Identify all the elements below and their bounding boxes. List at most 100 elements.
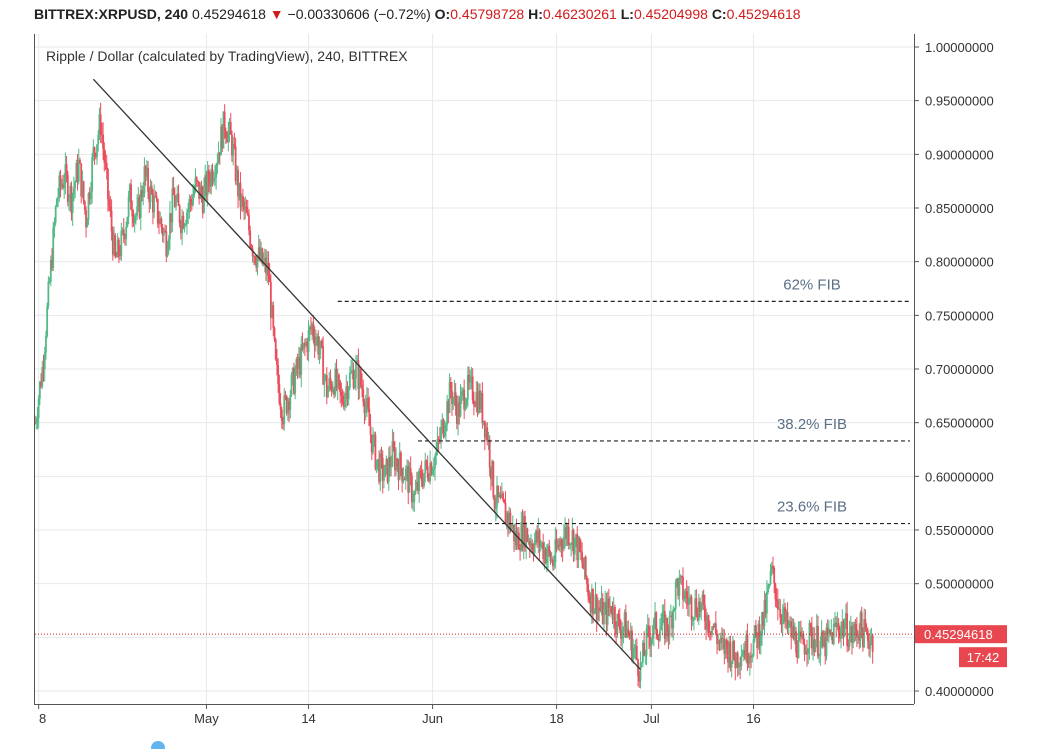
- candle-body[interactable]: [79, 159, 81, 164]
- candle-body[interactable]: [376, 459, 379, 461]
- candle-body[interactable]: [306, 341, 309, 352]
- candle-body[interactable]: [288, 400, 290, 411]
- candle-body[interactable]: [579, 550, 582, 553]
- candle-body[interactable]: [69, 186, 72, 200]
- candle-body[interactable]: [770, 565, 773, 571]
- candle-body[interactable]: [593, 609, 596, 614]
- candle-body[interactable]: [565, 527, 568, 540]
- candle-body[interactable]: [463, 389, 466, 410]
- candle-body[interactable]: [237, 169, 239, 197]
- candle-body[interactable]: [267, 262, 270, 276]
- candle-body[interactable]: [130, 184, 132, 210]
- candle-body[interactable]: [552, 559, 554, 567]
- candle-body[interactable]: [703, 605, 706, 622]
- candle-body[interactable]: [311, 323, 314, 330]
- tradingview-logo-icon[interactable]: [151, 741, 165, 754]
- candle-body[interactable]: [389, 456, 391, 467]
- candle-body[interactable]: [166, 249, 169, 257]
- candle-body[interactable]: [238, 182, 241, 197]
- candle-body[interactable]: [116, 239, 119, 258]
- candle-body[interactable]: [517, 532, 520, 550]
- candle-body[interactable]: [542, 542, 545, 560]
- candle-body[interactable]: [75, 163, 78, 183]
- candle-body[interactable]: [712, 626, 715, 628]
- candle-body[interactable]: [92, 147, 95, 158]
- candle-body[interactable]: [115, 255, 118, 258]
- candle-body[interactable]: [674, 581, 677, 609]
- candle-body[interactable]: [651, 634, 654, 639]
- candle-body[interactable]: [279, 403, 282, 410]
- candle-body[interactable]: [88, 193, 91, 200]
- candle-body[interactable]: [361, 384, 363, 390]
- candle-body[interactable]: [266, 262, 269, 274]
- candle-body[interactable]: [632, 648, 635, 660]
- candle-body[interactable]: [119, 254, 122, 256]
- candle-body[interactable]: [391, 441, 394, 467]
- candle-body[interactable]: [801, 633, 804, 638]
- candle-body[interactable]: [809, 623, 812, 628]
- candle-body[interactable]: [583, 557, 586, 570]
- candle-body[interactable]: [228, 121, 231, 131]
- candle-body[interactable]: [453, 392, 456, 399]
- candle-body[interactable]: [335, 368, 338, 388]
- candle-body[interactable]: [282, 420, 284, 425]
- candle-body[interactable]: [152, 193, 154, 213]
- candle-body[interactable]: [733, 640, 735, 659]
- candle-body[interactable]: [296, 359, 299, 369]
- candle-body[interactable]: [305, 341, 308, 345]
- candle-body[interactable]: [158, 223, 160, 225]
- candle-body[interactable]: [527, 541, 530, 543]
- candle-body[interactable]: [543, 548, 546, 560]
- candle-body[interactable]: [86, 219, 89, 228]
- candle-body[interactable]: [595, 594, 598, 620]
- candle-body[interactable]: [408, 467, 411, 493]
- candle-body[interactable]: [403, 479, 406, 481]
- candle-body[interactable]: [871, 635, 874, 652]
- candle-body[interactable]: [614, 607, 616, 628]
- candle-body[interactable]: [803, 644, 806, 655]
- candle-body[interactable]: [409, 467, 412, 476]
- candle-body[interactable]: [819, 640, 822, 656]
- candle-body[interactable]: [573, 537, 576, 555]
- candle-body[interactable]: [679, 576, 682, 578]
- candle-body[interactable]: [255, 263, 258, 268]
- candle-body[interactable]: [795, 631, 797, 653]
- candle-body[interactable]: [346, 386, 349, 400]
- candle-body[interactable]: [684, 591, 687, 599]
- candle-body[interactable]: [603, 609, 605, 624]
- candle-body[interactable]: [128, 184, 131, 197]
- candle-body[interactable]: [294, 373, 297, 394]
- candle-body[interactable]: [181, 215, 184, 234]
- candle-body[interactable]: [167, 239, 170, 250]
- candle-body[interactable]: [607, 598, 610, 608]
- candle-body[interactable]: [328, 378, 331, 390]
- candle-body[interactable]: [184, 224, 187, 226]
- candle-body[interactable]: [797, 634, 800, 659]
- candle-body[interactable]: [604, 602, 607, 610]
- candle-body[interactable]: [480, 393, 483, 409]
- candle-body[interactable]: [49, 260, 52, 282]
- candle-body[interactable]: [475, 392, 478, 407]
- candle-body[interactable]: [499, 494, 502, 499]
- candle-body[interactable]: [695, 598, 698, 615]
- candle-body[interactable]: [582, 562, 585, 570]
- candle-body[interactable]: [117, 239, 120, 255]
- candle-body[interactable]: [212, 178, 215, 182]
- candle-body[interactable]: [80, 163, 83, 197]
- candle-body[interactable]: [68, 199, 70, 202]
- candle-body[interactable]: [676, 578, 678, 582]
- candle-body[interactable]: [207, 169, 210, 183]
- candle-body[interactable]: [186, 212, 188, 225]
- candle-body[interactable]: [863, 619, 866, 648]
- time-axis[interactable]: 8 May 14 Jun 18 Jul 16: [38, 704, 761, 726]
- candle-body[interactable]: [210, 169, 213, 187]
- candle-body[interactable]: [723, 638, 726, 654]
- candle-body[interactable]: [133, 216, 136, 224]
- candle-body[interactable]: [827, 629, 830, 634]
- candle-body[interactable]: [765, 591, 768, 614]
- candle-body[interactable]: [815, 625, 818, 641]
- candle-body[interactable]: [295, 359, 298, 374]
- candle-body[interactable]: [322, 346, 325, 385]
- candle-body[interactable]: [126, 217, 129, 227]
- candle-body[interactable]: [626, 628, 628, 638]
